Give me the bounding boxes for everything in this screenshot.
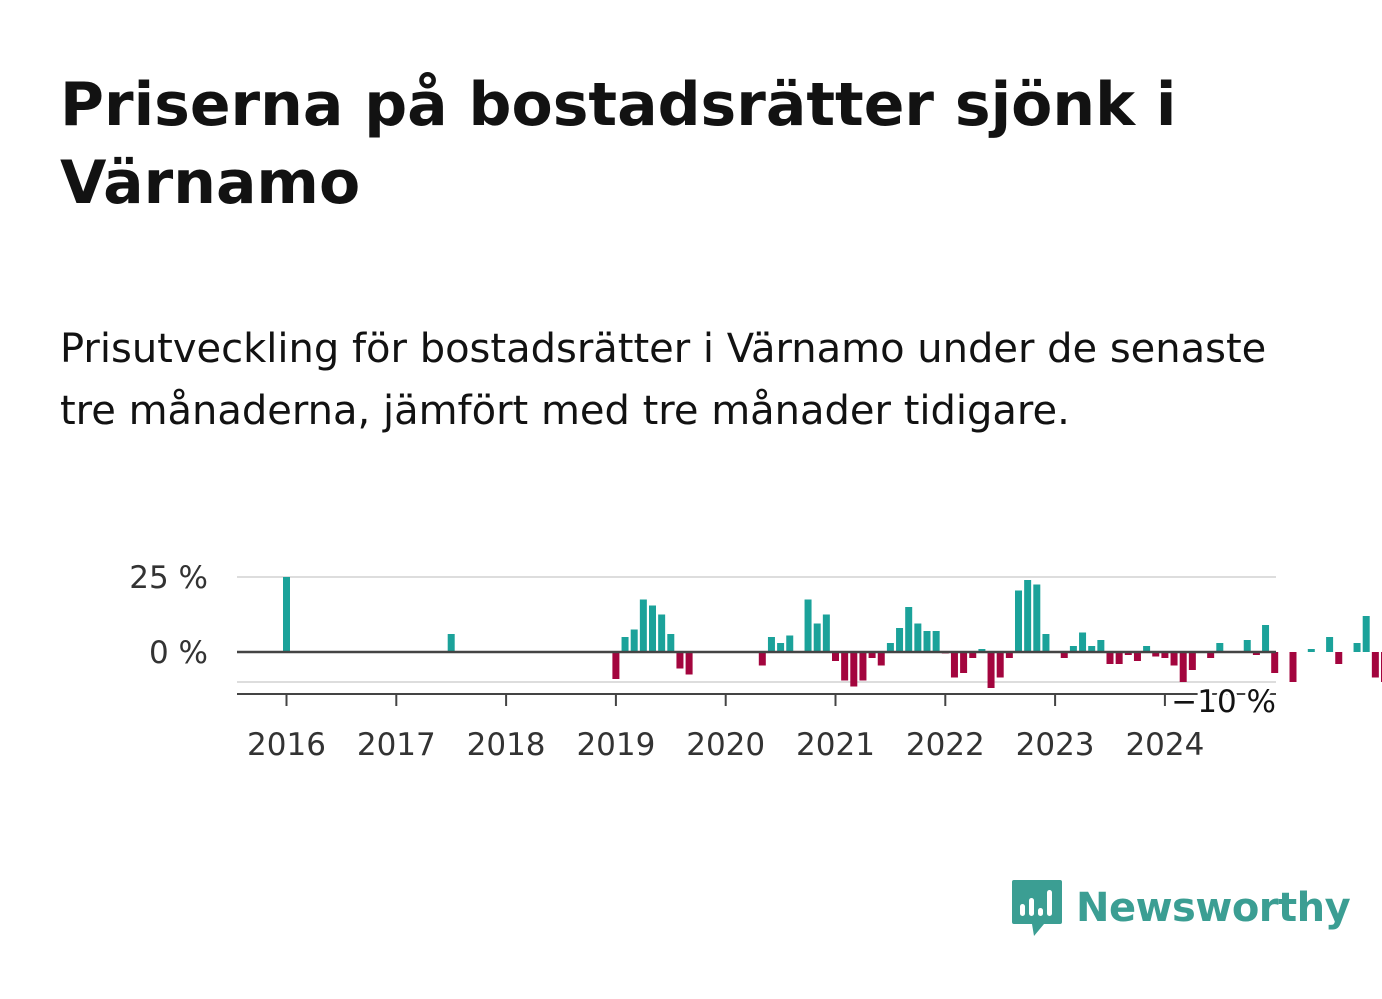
bar <box>1088 646 1096 652</box>
newsworthy-wordmark: Newsworthy <box>1076 885 1351 931</box>
y-tick-label: −10 % <box>1171 684 1276 720</box>
bar <box>1243 640 1251 652</box>
y-tick-label: 25 % <box>129 560 208 596</box>
bar <box>1362 616 1370 652</box>
bar <box>685 652 693 675</box>
chart-subtitle: Prisutveckling för bostadsrätter i Värna… <box>60 326 1267 434</box>
bar <box>1188 652 1196 670</box>
bar <box>932 631 940 652</box>
bar <box>868 652 876 658</box>
x-tick-label: 2016 <box>247 727 326 763</box>
bar <box>896 628 904 652</box>
bar <box>1024 580 1032 652</box>
bar <box>859 652 867 681</box>
bar <box>1289 652 1297 682</box>
bar <box>1115 652 1123 664</box>
bar <box>1371 652 1379 678</box>
bar <box>1042 634 1050 652</box>
bar <box>621 637 629 652</box>
bar <box>283 577 290 652</box>
bar <box>914 623 922 652</box>
x-tick-label: 2017 <box>357 727 436 763</box>
bar <box>996 652 1004 678</box>
x-tick-label: 2019 <box>576 727 655 763</box>
bar <box>969 652 977 658</box>
x-tick-label: 2022 <box>906 727 985 763</box>
bar <box>1005 652 1013 658</box>
bar <box>1033 584 1041 652</box>
bar <box>1179 652 1187 682</box>
bar <box>1326 637 1334 652</box>
bar <box>667 634 675 652</box>
x-tick-label: 2021 <box>796 727 875 763</box>
bar <box>978 649 986 652</box>
bar <box>1335 652 1343 664</box>
bar <box>1161 652 1169 658</box>
bar <box>1262 625 1270 652</box>
x-tick-label: 2023 <box>1016 727 1095 763</box>
bar <box>649 605 656 652</box>
bar <box>987 652 995 688</box>
x-tick-label: 2018 <box>467 727 546 763</box>
bar <box>886 643 894 652</box>
y-tick-label: 0 % <box>149 635 208 671</box>
bar <box>1015 590 1022 652</box>
bar-chart: 25 % 0 % −10 % 2016 2017 2018 2019 2020 2021 2022… <box>129 560 1382 763</box>
bar <box>447 634 455 652</box>
bar <box>1133 652 1141 661</box>
bar <box>767 637 775 652</box>
bar <box>1307 649 1315 652</box>
bar <box>1353 643 1361 652</box>
bar <box>676 652 684 669</box>
bar <box>923 631 931 652</box>
x-tick-label: 2020 <box>686 727 765 763</box>
bar <box>841 652 849 681</box>
bar <box>1252 652 1260 655</box>
bar <box>1271 652 1279 673</box>
bar <box>1152 652 1160 657</box>
bar <box>1207 652 1215 658</box>
bar <box>1060 652 1068 658</box>
bar <box>822 614 830 652</box>
bar <box>612 652 620 679</box>
bar <box>777 643 785 652</box>
bar <box>905 607 913 652</box>
newsworthy-logo: Newsworthy <box>1010 878 1351 938</box>
bar <box>758 652 766 666</box>
bar <box>1069 646 1077 652</box>
newsworthy-logo-icon <box>1012 880 1062 936</box>
bar <box>877 652 885 666</box>
bar <box>1124 652 1132 655</box>
bar <box>813 623 821 652</box>
bar <box>850 652 858 687</box>
bar <box>1097 640 1105 652</box>
chart-title: Priserna på bostadsrätter sjönk i Värnam… <box>60 70 1177 218</box>
bar <box>950 652 958 678</box>
bar <box>1216 643 1224 652</box>
bar <box>960 652 968 673</box>
bar <box>1143 646 1151 652</box>
bar <box>639 599 647 652</box>
bar <box>630 629 638 652</box>
bar <box>804 599 812 652</box>
x-tick-label: 2024 <box>1125 727 1204 763</box>
bar <box>832 652 839 661</box>
bar <box>1079 632 1087 652</box>
bar <box>658 614 666 652</box>
bar <box>786 635 794 652</box>
bar <box>1106 652 1114 664</box>
bar <box>1170 652 1178 666</box>
